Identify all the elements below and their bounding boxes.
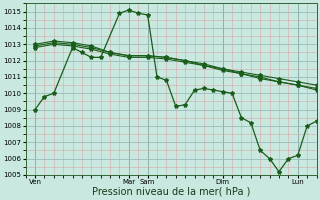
X-axis label: Pression niveau de la mer( hPa ): Pression niveau de la mer( hPa ): [92, 187, 250, 197]
